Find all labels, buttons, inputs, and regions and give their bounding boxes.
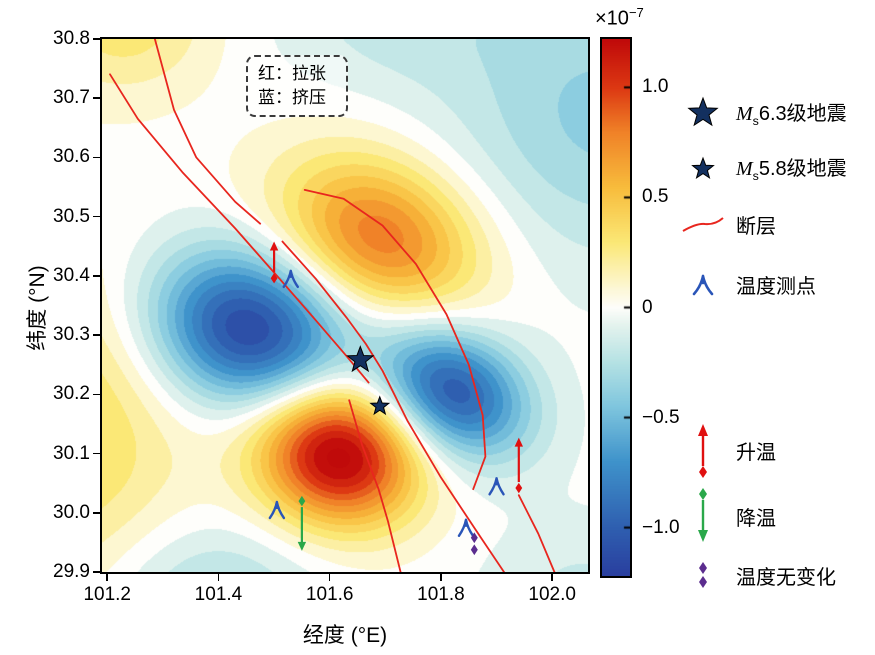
legend-label-station: 温度测点 [736,276,816,298]
fault-line [517,494,556,574]
fault-line [153,37,262,225]
x-tick-label: 101.2 [83,584,131,605]
y-tick-label: 30.4 [53,264,90,286]
map-overlay [109,37,556,574]
color-key-box: 红：拉张 蓝：挤压 [246,55,348,117]
color-key-extension: 红：拉张 [258,64,326,83]
legend-item-cooling: 降温 [680,488,776,544]
y-tick-label: 30.0 [53,501,90,523]
y-tick-mark [93,393,100,396]
colorbar-tick-label: −0.5 [642,406,680,428]
legend-label-fault: 断层 [736,216,776,238]
legend-label-ms58: Ms5.8级地震 [736,158,847,183]
cooling-arrowhead [297,541,307,551]
x-tick-label: 101.8 [417,584,465,605]
legend-item-warming: 升温 [680,422,776,478]
legend-item-no-change: 温度无变化 [680,560,836,590]
x-tick-mark [551,574,553,581]
y-tick-mark [93,571,100,573]
y-tick-mark [93,275,100,277]
cooling-arrow-icon [680,488,726,544]
no-change-diamonds-icon [680,560,726,590]
fault-line [348,399,402,574]
x-tick-mark [106,574,108,581]
fault-line [281,240,506,574]
map-plot-area: 红：拉张 蓝：挤压 [100,37,590,574]
x-tick-mark [440,574,442,581]
earthquake-star [369,395,391,416]
legend-label-ms63: Ms6.3级地震 [736,102,847,128]
legend-label-cooling: 降温 [736,507,776,530]
warming-arrowhead [514,437,524,447]
y-tick-label: 30.6 [53,146,90,168]
legend-item-temperature-station: 温度测点 [680,270,816,299]
warming-diamond [270,273,278,284]
no-change-marker [470,544,478,556]
colorbar-exponent-power: −7 [628,5,644,20]
x-tick-mark [217,574,220,581]
y-tick-label: 30.5 [53,205,90,227]
colorbar-exponent-label: ×10−7 [595,5,644,31]
y-tick-mark [93,452,100,455]
colorbar-tick-label: 0 [642,296,653,318]
colorbar-exponent-base: ×10 [595,7,629,30]
x-tick-label: 101.4 [194,584,243,605]
y-tick-label: 30.2 [53,383,90,405]
legend-label-warming: 升温 [736,441,776,464]
colorbar-tick-label: 1.0 [642,76,669,98]
legend-label-no-change: 温度无变化 [736,566,836,589]
warming-arrow-icon [680,422,726,478]
y-axis-title: 纬度 (°N) [26,265,49,351]
temperature-station-marker [268,500,286,520]
legend-item-ms63-earthquake: Ms6.3级地震 [680,95,847,129]
warming-diamond [515,482,523,494]
y-tick-mark [93,156,100,159]
y-tick-label: 30.7 [53,87,90,109]
y-tick-label: 30.3 [53,324,90,346]
legend-item-ms58-earthquake: Ms5.8级地震 [680,152,847,183]
cooling-diamond [298,495,306,507]
colorbar-tick-label: 0.5 [642,186,669,208]
warming-arrowhead [269,241,279,251]
fault-line [109,73,370,384]
y-tick-mark [93,334,100,336]
temperature-station-icon [680,272,726,298]
star-small-icon [680,155,726,181]
y-tick-mark [93,215,100,218]
temperature-station-marker [282,269,299,289]
colorbar-tick-label: −1.0 [642,516,680,538]
y-tick-label: 29.9 [53,561,90,583]
color-key-compression: 蓝：挤压 [258,87,326,107]
x-axis-title: 经度 (°E) [302,624,388,647]
colorbar [600,37,632,578]
x-tick-label: 101.6 [305,584,354,605]
legend-item-fault: 断层 [680,210,776,239]
y-tick-label: 30.8 [53,27,90,49]
temperature-station-marker [488,477,505,496]
x-tick-label: 102.0 [528,584,576,605]
y-tick-mark [93,97,100,99]
temperature-station-marker [457,518,475,537]
earthquake-star [346,345,375,373]
no-change-marker [470,532,478,544]
fault-line [303,189,487,491]
fault-line-icon [680,215,726,235]
x-tick-mark [328,574,331,581]
y-tick-mark [93,38,100,40]
y-tick-label: 30.1 [53,442,90,464]
star-large-icon [680,95,726,129]
y-tick-mark [93,512,100,514]
colorbar-gradient [602,39,630,576]
